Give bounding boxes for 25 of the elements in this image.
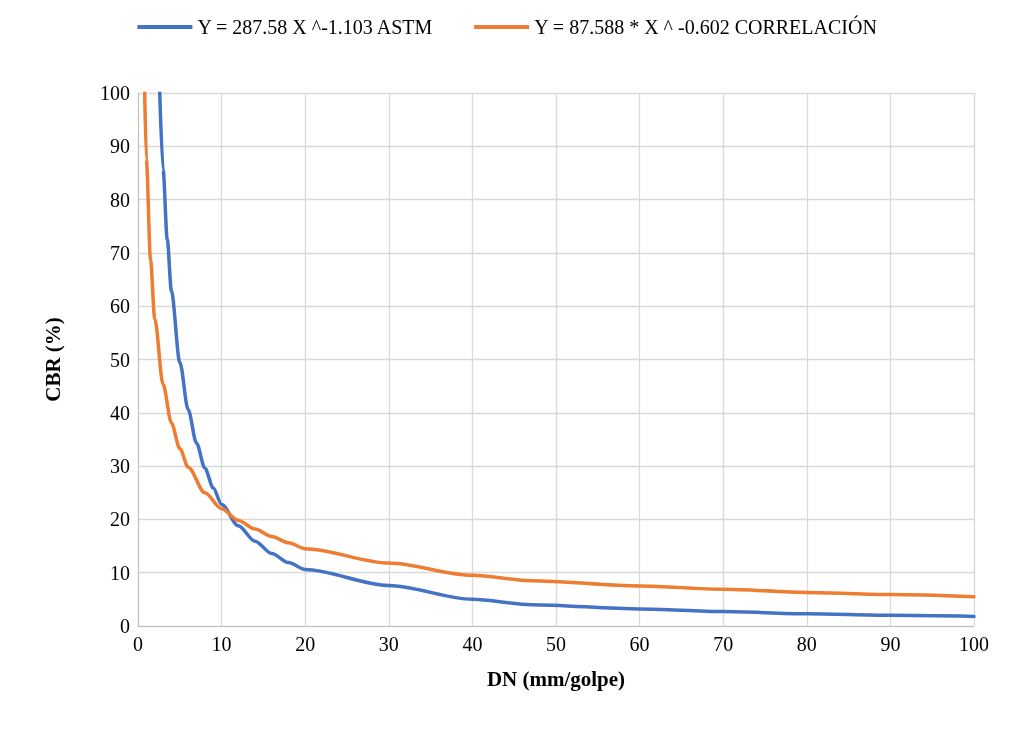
legend-label: Y = 87.588 * X ^ -0.602 CORRELACIÓN <box>534 15 877 38</box>
x-tick-label: 60 <box>629 633 650 655</box>
y-tick-label: 10 <box>110 561 130 584</box>
x-tick-label: 90 <box>880 633 901 655</box>
x-axis-title: DN (mm/golpe) <box>486 666 626 691</box>
y-tick-label: 80 <box>110 188 130 211</box>
y-tick-label: 50 <box>110 348 130 371</box>
x-tick-label: 50 <box>546 633 566 655</box>
x-tick-label: 80 <box>796 633 817 655</box>
y-tick-label: 100 <box>100 82 130 104</box>
y-axis-title: CBR (%) <box>40 317 65 402</box>
x-tick-label: 10 <box>211 633 232 655</box>
x-tick-label: 70 <box>713 633 734 655</box>
y-tick-label: 70 <box>110 241 130 264</box>
x-tick-label: 30 <box>378 633 399 655</box>
x-tick-label: 40 <box>462 633 483 655</box>
y-tick-label: 60 <box>110 295 130 318</box>
x-tick-label: 20 <box>295 633 316 655</box>
y-tick-label: 90 <box>110 135 130 158</box>
x-tick-label: 100 <box>959 633 989 655</box>
legend-label: Y = 287.58 X ^-1.103 ASTM <box>197 16 433 38</box>
y-tick-label: 40 <box>110 401 130 424</box>
y-tick-label: 20 <box>110 508 130 531</box>
y-tick-label: 30 <box>110 455 130 478</box>
y-tick-label: 0 <box>120 615 130 637</box>
